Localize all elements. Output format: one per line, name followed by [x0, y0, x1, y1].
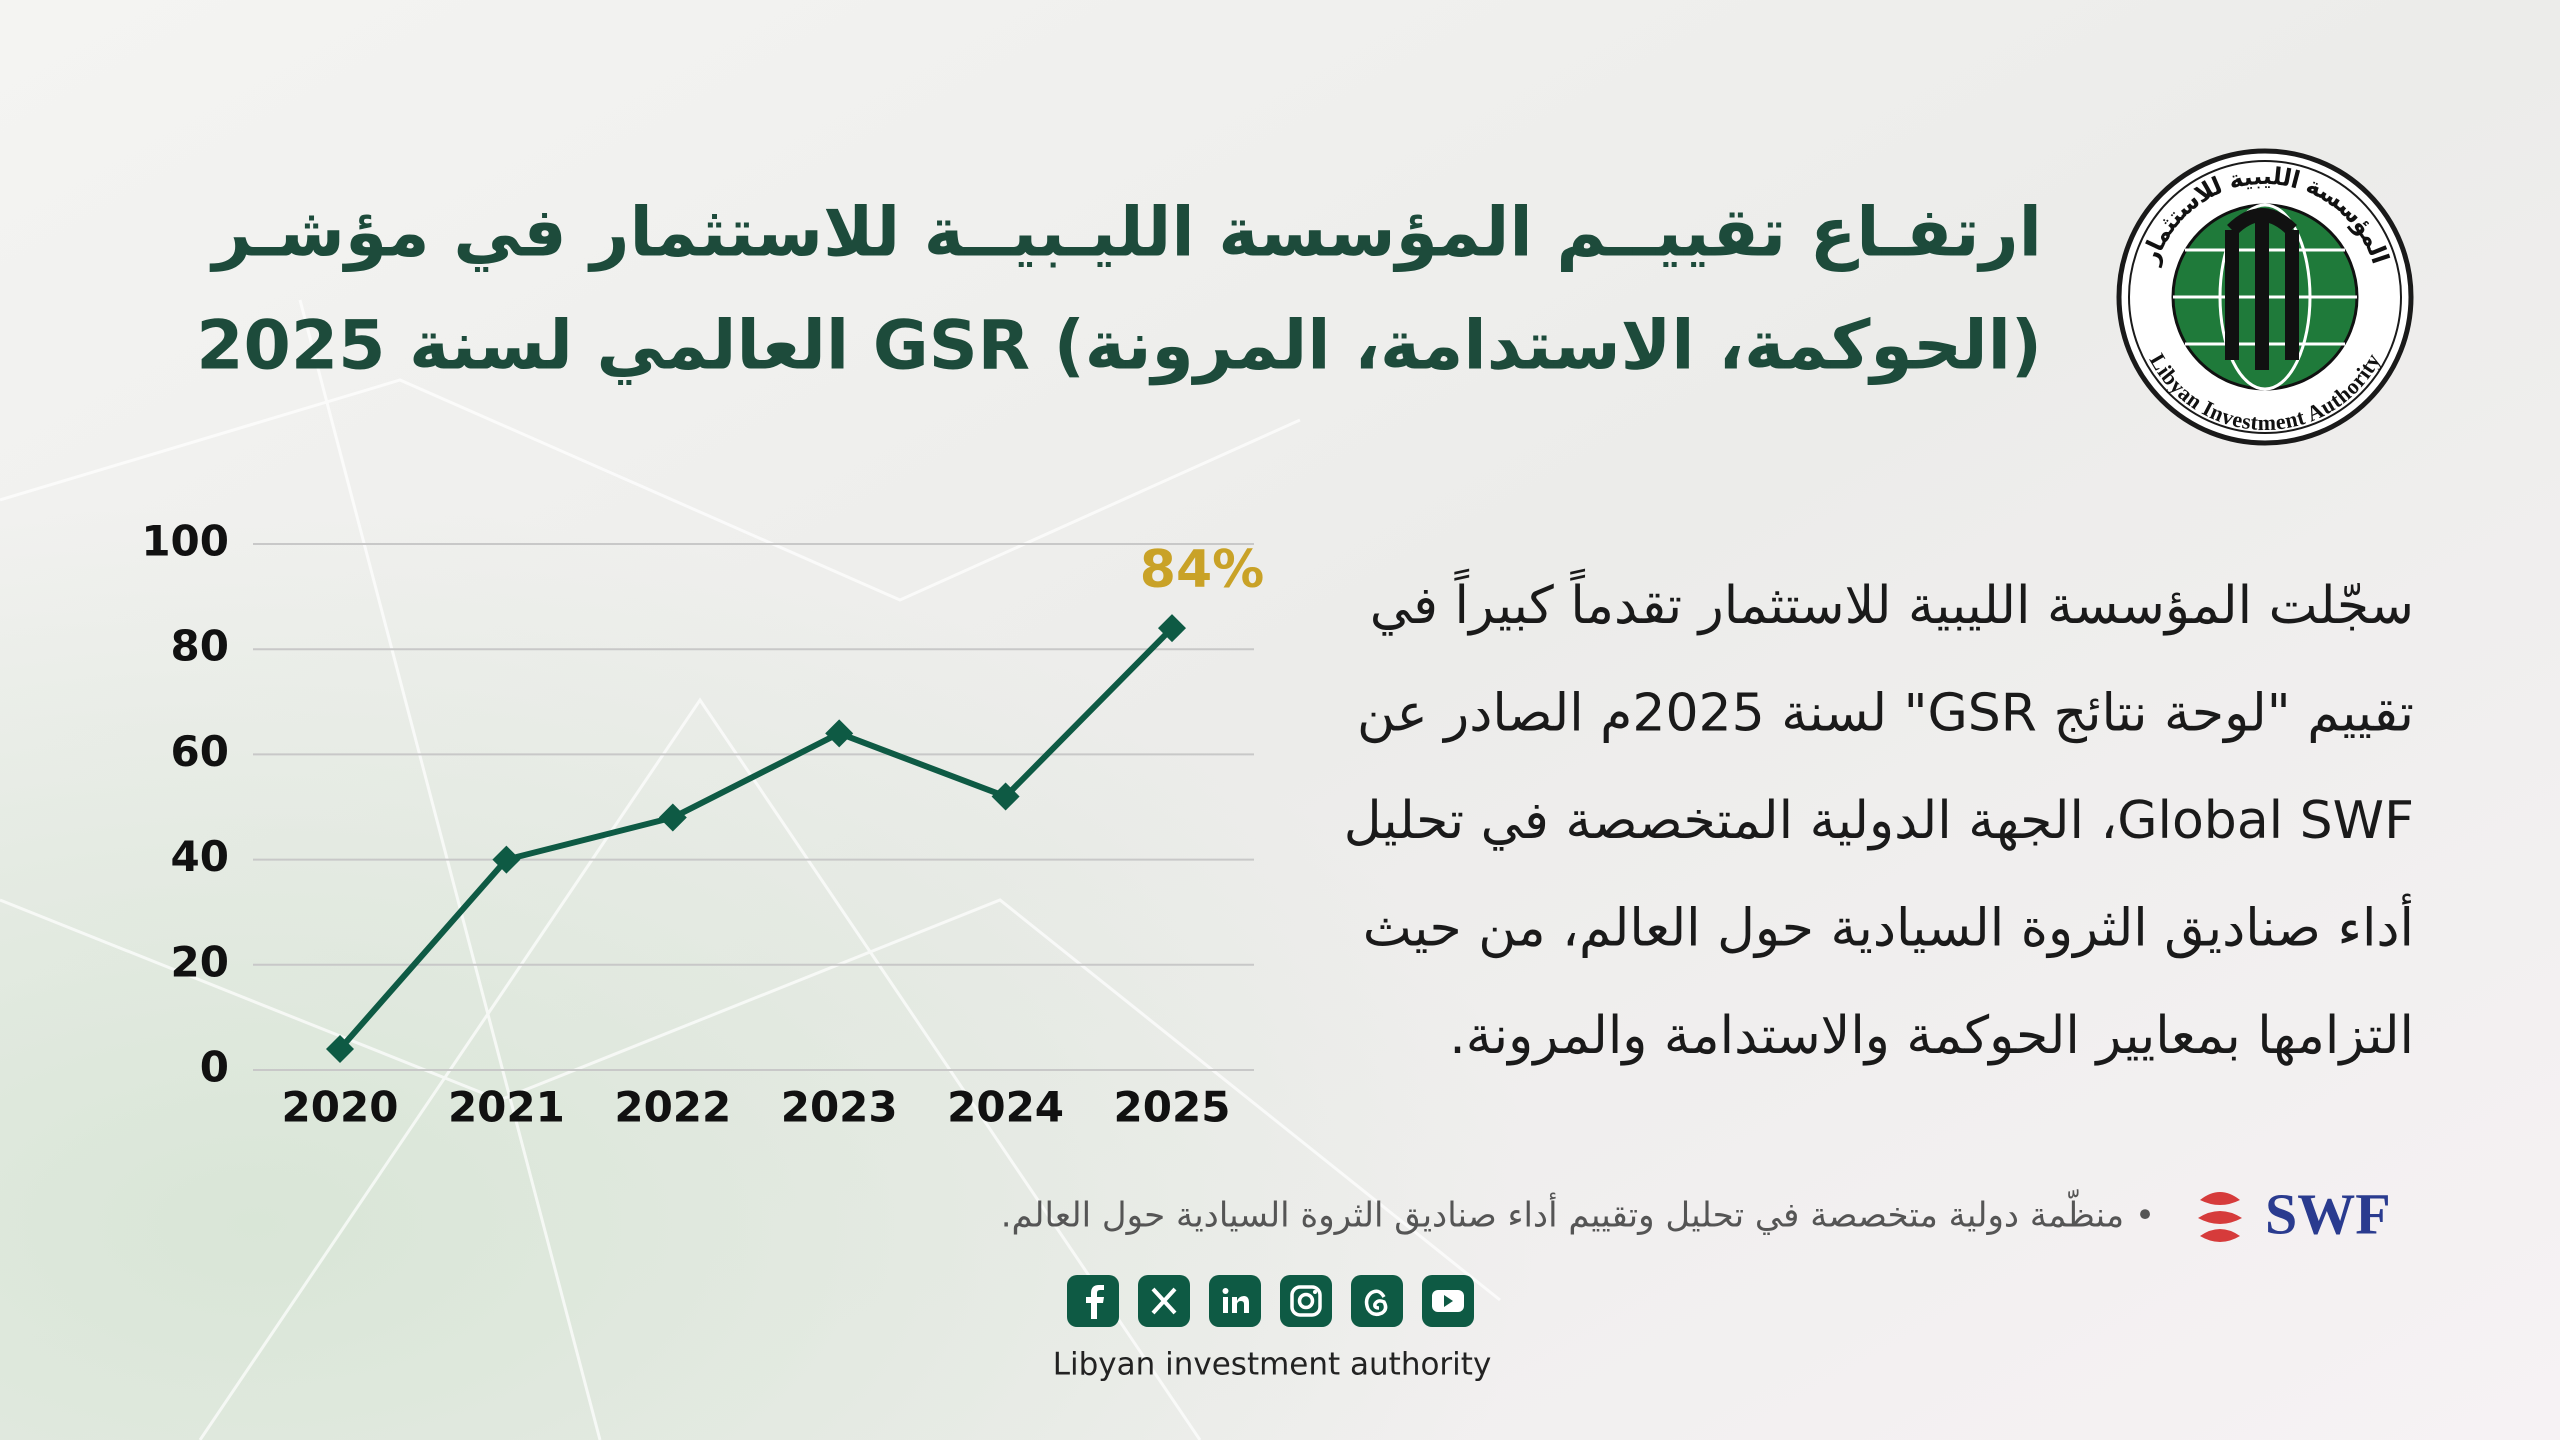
x-tick-label: 2022 [614, 1083, 731, 1132]
logo: المؤسسة الليبية للاستثمار Libyan Investm… [2116, 148, 2414, 446]
x-tick-label: 2024 [947, 1083, 1064, 1132]
chart: 0 20 40 60 80 100 2020 2021 2022 2023 2024 2025 84% [141, 517, 1264, 1132]
title-line: ارتفـاع تقييــم المؤسسة الليـبيــة للاست… [210, 194, 2043, 273]
body-line: Global SWF، الجهة الدولية المتخصصة في تح… [1344, 791, 2414, 851]
data-point [825, 719, 854, 748]
y-tick-label: 40 [171, 832, 229, 881]
line-series [337, 626, 1175, 1051]
body-line: أداء صناديق الثروة السيادية حول العالم، … [1363, 894, 2414, 959]
y-tick-label: 0 [200, 1043, 229, 1092]
x-tick-label: 2021 [448, 1083, 565, 1132]
footer-name: Libyan investment authority [1053, 1347, 1492, 1383]
swf-brand: SWF [2265, 1181, 2391, 1246]
value-label: 84% [1140, 540, 1264, 600]
y-tick-label: 60 [171, 727, 229, 776]
data-point [991, 782, 1020, 811]
body-text: سجّلت المؤسسة الليبية للاستثمار تقدماً ك… [1344, 569, 2414, 1066]
background-pattern [0, 299, 1501, 1440]
swf-logo: SWF [2198, 1181, 2391, 1246]
data-point [492, 845, 521, 874]
body-line: تقييم "لوحة نتائج GSR" لسنة 2025م الصادر… [1357, 684, 2414, 744]
social-icons [1067, 1275, 1474, 1327]
data-point [326, 1034, 354, 1063]
data-point [658, 803, 687, 832]
y-tick-label: 80 [171, 622, 229, 671]
note-text: • منظّمة دولية متخصصة في تحليل وتقييم أد… [1001, 1190, 2155, 1235]
body-line: التزامها بمعايير الحوكمة والاستدامة والم… [1449, 1006, 2414, 1066]
y-tick-label: 20 [171, 937, 229, 986]
body-line: سجّلت المؤسسة الليبية للاستثمار تقدماً ك… [1370, 569, 2414, 636]
x-tick-label: 2020 [282, 1083, 399, 1132]
data-point [1158, 614, 1186, 643]
x-tick-label: 2023 [781, 1083, 898, 1132]
title-line: (الحوكمة، الاستدامة، المرونة) GSR العالم… [196, 307, 2042, 386]
y-tick-label: 100 [141, 517, 229, 566]
x-tick-label: 2025 [1114, 1083, 1231, 1132]
